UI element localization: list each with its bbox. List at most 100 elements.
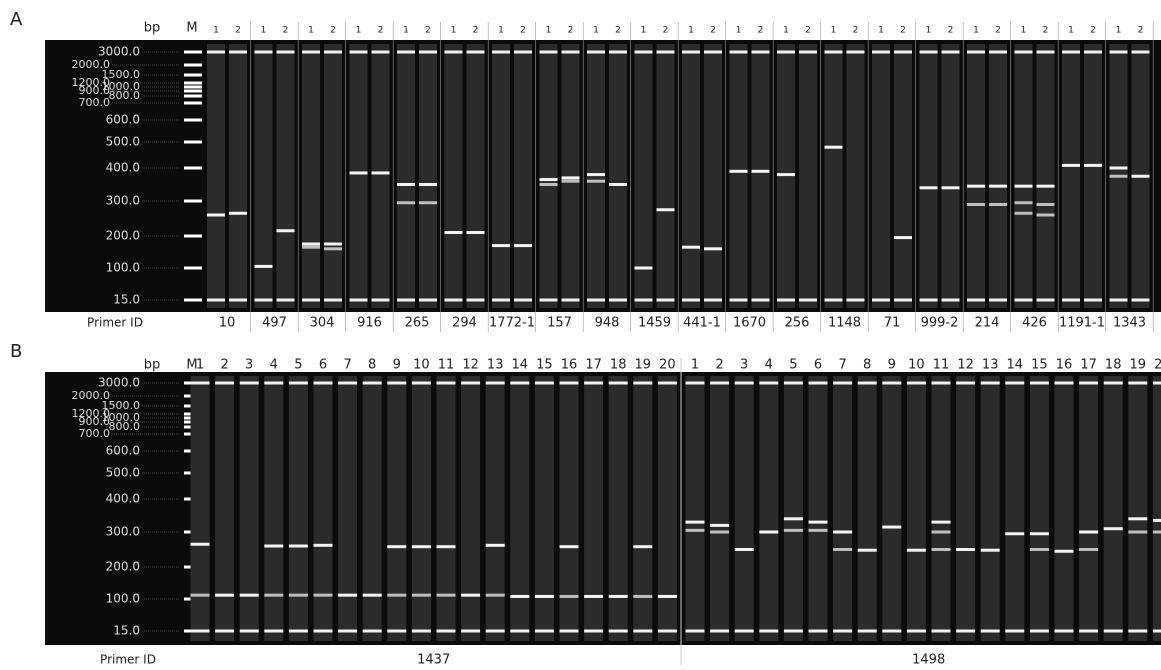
band: [634, 266, 653, 270]
lane: [539, 44, 558, 308]
lane-label: 12: [957, 358, 974, 373]
reference-band: [229, 50, 247, 54]
reference-band: [397, 298, 415, 302]
lane: [584, 376, 604, 641]
lane: [534, 376, 554, 641]
reference-band: [1109, 50, 1128, 54]
lane: [1062, 44, 1080, 308]
reference-band: [710, 629, 730, 633]
band: [608, 594, 628, 598]
reference-band: [833, 381, 853, 385]
size-label: 500.0: [106, 466, 140, 480]
lane-label: 20: [659, 358, 676, 373]
lane: [1036, 44, 1055, 308]
band: [229, 211, 247, 215]
reference-band: [397, 50, 415, 54]
lane-label: 14: [512, 358, 529, 373]
ladder-band: [184, 73, 202, 77]
ladder-band: [184, 266, 202, 270]
lane-label: 2: [520, 26, 526, 36]
band: [1109, 174, 1128, 178]
lane-label: 11: [933, 358, 950, 373]
lane-label: 1: [356, 26, 362, 36]
band: [338, 593, 358, 597]
lane: [561, 44, 580, 308]
band: [633, 545, 653, 549]
reference-band: [956, 629, 976, 633]
band: [387, 593, 407, 597]
size-label: 400.0: [106, 161, 140, 175]
lane: [824, 44, 843, 308]
lane: [894, 44, 912, 308]
lane: [444, 44, 463, 308]
lane-label: 2: [758, 26, 764, 36]
reference-band: [634, 298, 653, 302]
band: [419, 183, 437, 186]
size-label: 1200.0: [72, 407, 111, 420]
reference-band: [1005, 381, 1025, 385]
size-label: 1000.0: [102, 411, 141, 424]
lane-label: 3: [245, 358, 253, 373]
size-label: 500.0: [106, 135, 140, 149]
primer-id: 441-1: [683, 316, 721, 331]
lane-label: 1: [498, 26, 504, 36]
reference-band: [584, 629, 604, 633]
lane-label: 1: [261, 26, 267, 36]
primer-id: 916: [357, 316, 382, 331]
lane-label: 5: [294, 358, 302, 373]
reference-band: [1005, 629, 1025, 633]
reference-band: [857, 381, 877, 385]
reference-band: [276, 50, 295, 54]
lane-label: 2: [378, 26, 384, 36]
band: [1029, 548, 1049, 551]
reference-band: [288, 381, 308, 385]
reference-band: [1029, 381, 1049, 385]
reference-band: [461, 629, 481, 633]
band: [833, 548, 853, 551]
reference-band: [302, 50, 320, 54]
lane-label: 9: [888, 358, 896, 373]
band: [1131, 174, 1150, 178]
reference-band: [387, 629, 407, 633]
band: [324, 247, 342, 251]
size-label: 1500.0: [102, 68, 141, 81]
band: [704, 247, 722, 251]
band: [419, 201, 437, 205]
lane: [682, 44, 700, 308]
lane: [559, 376, 579, 641]
band: [824, 145, 843, 149]
size-label: 400.0: [106, 492, 140, 506]
reference-band: [190, 629, 210, 633]
reference-band: [215, 381, 235, 385]
band: [190, 593, 210, 597]
lane-label: 2: [220, 358, 228, 373]
size-label: 800.0: [109, 89, 141, 102]
lane: [833, 376, 853, 641]
band: [1152, 530, 1161, 534]
reference-band: [1014, 298, 1033, 302]
reference-band: [824, 50, 843, 54]
lane-label: 10: [413, 358, 430, 373]
band: [808, 520, 828, 524]
lane: [1103, 376, 1123, 641]
lane: [1079, 376, 1099, 641]
lane-label: 2: [330, 26, 336, 36]
reference-band: [704, 298, 722, 302]
ladder-band: [184, 199, 202, 203]
lane-label: 12: [462, 358, 479, 373]
band: [759, 530, 779, 534]
band: [783, 517, 803, 521]
lane: [857, 376, 877, 641]
lane-label: 10: [908, 358, 925, 373]
band: [633, 594, 653, 598]
size-label: 600.0: [106, 113, 140, 127]
reference-band: [657, 381, 677, 385]
lane: [759, 376, 779, 641]
ladder-band: [184, 94, 202, 98]
lane-label: 2: [425, 26, 431, 36]
lane: [324, 44, 342, 308]
reference-band: [857, 629, 877, 633]
band: [729, 169, 748, 173]
band: [710, 530, 730, 534]
lane: [514, 44, 532, 308]
